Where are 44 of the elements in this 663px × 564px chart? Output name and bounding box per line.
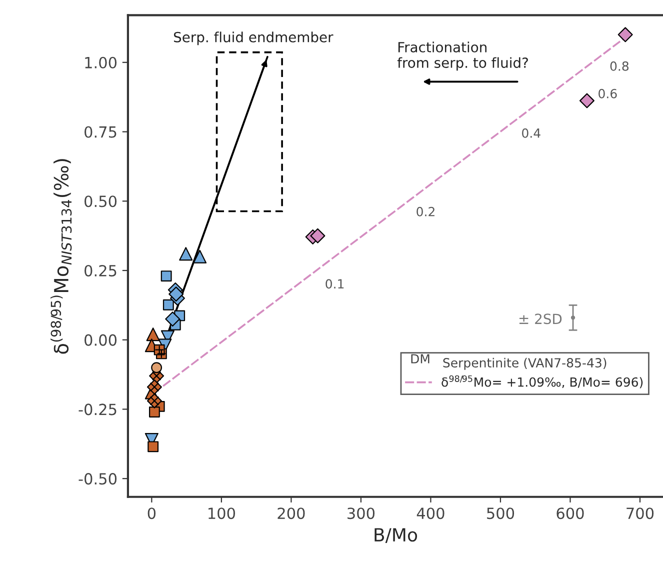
point bbox=[579, 93, 594, 108]
annotation: 0.1 bbox=[326, 279, 344, 289]
x-axis-title: B/Mo bbox=[374, 528, 418, 544]
annotation: Fractionation from serp. to fluid? bbox=[397, 42, 528, 71]
annotation: 0.4 bbox=[522, 128, 540, 138]
x-tick-label: 100 bbox=[208, 508, 235, 520]
y-tick-label: 0.25 bbox=[84, 264, 116, 277]
annotation: 0.2 bbox=[416, 206, 434, 216]
point bbox=[618, 27, 633, 42]
point bbox=[151, 362, 162, 374]
point bbox=[168, 286, 184, 302]
point bbox=[160, 270, 172, 282]
x-tick-label: 400 bbox=[416, 508, 444, 520]
point bbox=[570, 316, 576, 320]
x-tick-label: 700 bbox=[626, 508, 654, 520]
legend-label: δ$^{98/95}$Mo= +1.09‰, B/Mo= 696) bbox=[442, 375, 643, 388]
annotation: 0.8 bbox=[610, 61, 629, 71]
point bbox=[310, 228, 326, 244]
x-tick-label: 0 bbox=[148, 508, 156, 520]
point bbox=[146, 393, 162, 408]
y-tick-label: 0.75 bbox=[84, 126, 116, 138]
point bbox=[179, 247, 193, 261]
point bbox=[148, 441, 159, 452]
y-tick-label: 0.50 bbox=[84, 196, 117, 208]
y-tick-label: -0.25 bbox=[78, 404, 116, 416]
x-tick-label: 300 bbox=[348, 508, 375, 520]
x-tick-label: 600 bbox=[556, 508, 584, 520]
x-tick-label: 500 bbox=[487, 508, 514, 520]
annotation: Serp. fluid endmember bbox=[174, 32, 334, 46]
point bbox=[193, 250, 207, 264]
y-axis-title: δ$^{(98/95)}$Mo$_{NIST3134}$(‰) bbox=[50, 159, 72, 354]
y-tick-label: 0.00 bbox=[84, 334, 117, 346]
annotation: DM bbox=[411, 354, 430, 364]
y-tick-label: -0.50 bbox=[78, 473, 117, 485]
point bbox=[149, 406, 160, 418]
point bbox=[146, 380, 162, 395]
y-tick-label: 1.00 bbox=[85, 56, 117, 68]
annotation: ± 2SD bbox=[519, 314, 562, 324]
annotation: 0.6 bbox=[598, 88, 617, 98]
point bbox=[165, 312, 180, 327]
point bbox=[162, 299, 174, 310]
legend-title: Serpentinite (VAN7-85-43) bbox=[443, 358, 606, 370]
point bbox=[146, 328, 160, 342]
x-tick-label: 200 bbox=[278, 508, 305, 520]
